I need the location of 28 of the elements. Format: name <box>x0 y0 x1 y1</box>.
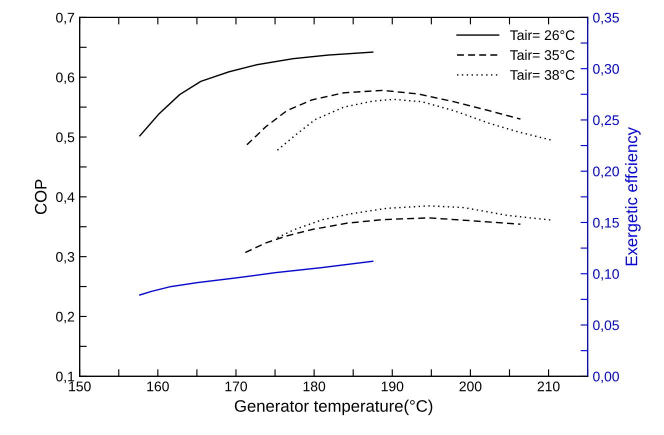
x-tick-label: 150 <box>69 382 91 392</box>
y-tick-label: 0,4 <box>56 192 74 204</box>
legend-label: Tair= 38°C <box>510 70 575 80</box>
y2-tick-label: 0,30 <box>593 64 619 76</box>
y-tick-label: 0,5 <box>56 132 74 144</box>
y2-tick-label: 0,25 <box>593 115 619 127</box>
y-tick-label: 0,2 <box>56 312 74 324</box>
x-tick-label: 180 <box>304 382 326 392</box>
y2-tick-label: 0,05 <box>593 320 619 332</box>
legend-label: Tair= 26°C <box>510 30 575 40</box>
y-tick-label: 0,6 <box>56 72 74 84</box>
y2-tick-label: 0,35 <box>593 12 619 24</box>
y-tick-label: 0,1 <box>56 372 74 384</box>
y2-tick-label: 0,10 <box>593 269 619 281</box>
x-tick-label: 170 <box>225 382 248 392</box>
y-tick-label: 0,3 <box>56 252 74 264</box>
legend-label: Tair= 35°C <box>510 50 575 60</box>
x-tick-label: 190 <box>382 382 404 392</box>
x-tick-label: 200 <box>460 382 482 392</box>
y2-tick-label: 0,00 <box>593 372 619 384</box>
y2-axis-title: Exergetic effciency <box>625 127 641 266</box>
y-axis-title: COP <box>34 180 47 214</box>
x-axis-title: Generator temperature(°C) <box>234 400 432 416</box>
y-tick-label: 0,7 <box>56 12 74 24</box>
x-tick-label: 160 <box>147 382 169 392</box>
x-tick-label: 210 <box>538 382 560 392</box>
y2-tick-label: 0,15 <box>593 218 619 230</box>
y2-tick-label: 0,20 <box>593 166 619 178</box>
